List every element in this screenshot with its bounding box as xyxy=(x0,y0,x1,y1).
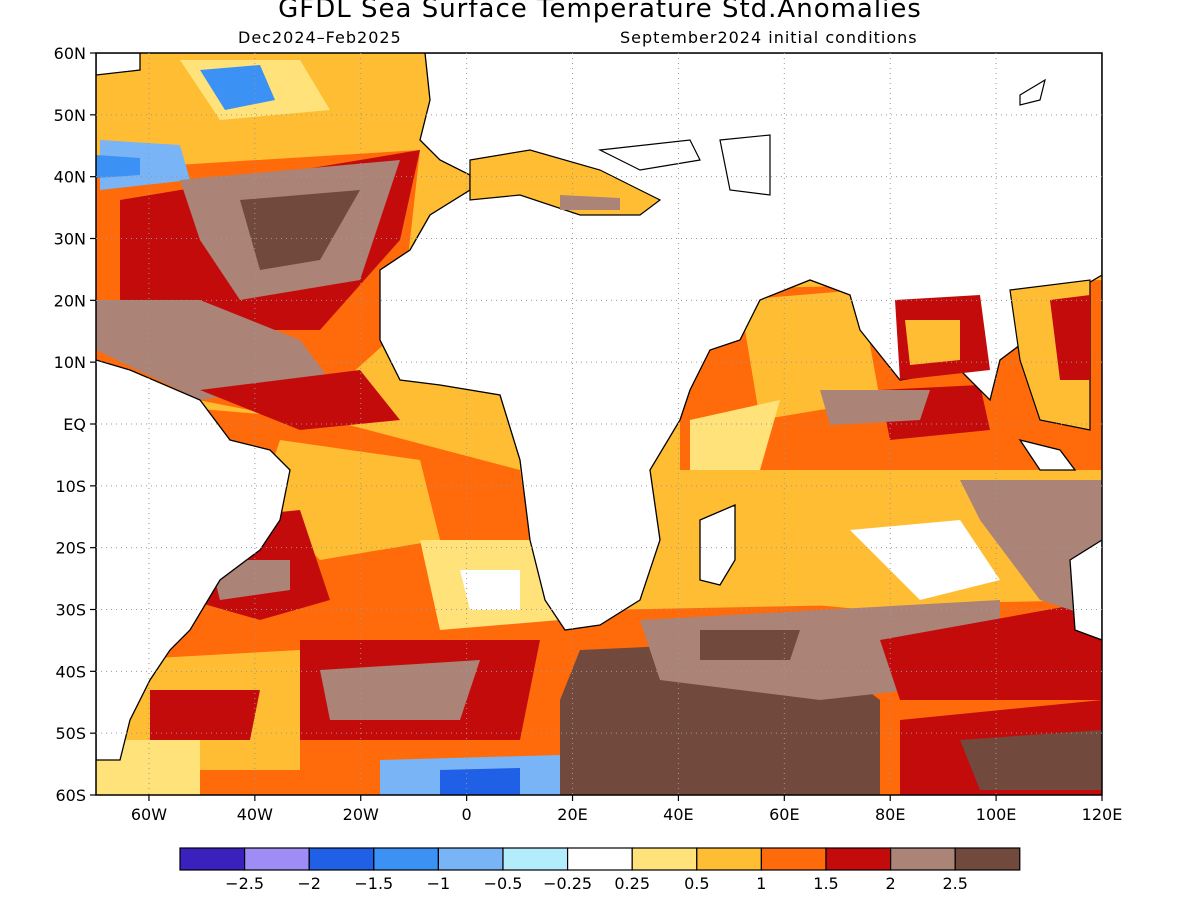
colorbar-swatch xyxy=(696,847,762,871)
lat-label: 40S xyxy=(55,662,86,681)
lat-label: 60N xyxy=(54,44,86,63)
lon-label: 40W xyxy=(237,805,273,824)
season-subtitle: Dec2024–Feb2025 xyxy=(238,28,402,47)
longitude-labels: 60W 40W 20W 0 20E 40E 60E 80E 100E 120E xyxy=(131,805,1122,824)
latitude-labels: 60N 50N 40N 30N 20N 10N EQ 10S 20S 30S 40S 50S 60S xyxy=(54,44,86,805)
colorbar-swatch xyxy=(437,847,504,871)
colorbar-label: 2.5 xyxy=(942,874,967,893)
colorbar-labels: −2.5 −2 −1.5 −1 −0.5 −0.25 0.25 0.5 1 1.5 2 2.5 xyxy=(225,874,968,893)
colorbar-swatch xyxy=(179,847,246,871)
colorbar-swatch xyxy=(889,847,956,871)
colorbar-swatch xyxy=(308,847,375,871)
colorbar-swatch xyxy=(954,847,1021,871)
lat-label: 30N xyxy=(54,230,86,249)
lat-label: 50N xyxy=(54,106,86,125)
lon-label: 120E xyxy=(1082,805,1123,824)
colorbar xyxy=(179,847,1021,871)
colorbar-label: −2 xyxy=(297,874,321,893)
lon-label: 100E xyxy=(976,805,1017,824)
init-conditions-subtitle: September2024 initial conditions xyxy=(620,28,918,47)
colorbar-label: 2 xyxy=(886,874,896,893)
lat-label: 10S xyxy=(55,477,86,496)
lat-label: 40N xyxy=(54,168,86,187)
lat-label: 60S xyxy=(55,786,86,805)
lat-label: 30S xyxy=(55,601,86,620)
lon-label: 40E xyxy=(663,805,693,824)
colorbar-label: 0.5 xyxy=(684,874,709,893)
lon-label: 20W xyxy=(343,805,379,824)
colorbar-label: 1.5 xyxy=(813,874,838,893)
colorbar-label: −1.5 xyxy=(354,874,393,893)
lon-label: 0 xyxy=(462,805,472,824)
anomaly-field xyxy=(96,53,1102,795)
map-title: GFDL Sea Surface Temperature Std.Anomali… xyxy=(278,0,922,24)
colorbar-label: −1 xyxy=(427,874,451,893)
colorbar-swatch xyxy=(631,847,698,871)
lat-label: 20N xyxy=(54,291,86,310)
colorbar-label: −2.5 xyxy=(225,874,264,893)
colorbar-label: −0.5 xyxy=(484,874,523,893)
colorbar-swatch xyxy=(244,847,310,871)
lon-label: 60E xyxy=(769,805,799,824)
graticule xyxy=(90,52,1103,801)
lon-label: 80E xyxy=(875,805,905,824)
colorbar-swatch xyxy=(825,847,892,871)
colorbar-label: 0.25 xyxy=(614,874,650,893)
colorbar-swatch xyxy=(502,847,569,871)
colorbar-swatch xyxy=(566,847,633,871)
lat-label: EQ xyxy=(63,415,86,434)
colorbar-swatch xyxy=(373,847,439,871)
lon-label: 20E xyxy=(557,805,587,824)
lon-label: 60W xyxy=(131,805,167,824)
lat-label: 10N xyxy=(54,353,86,372)
colorbar-label: −0.25 xyxy=(543,874,592,893)
lat-label: 20S xyxy=(55,539,86,558)
colorbar-swatch xyxy=(760,847,827,871)
colorbar-label: 1 xyxy=(756,874,766,893)
lat-label: 50S xyxy=(55,724,86,743)
